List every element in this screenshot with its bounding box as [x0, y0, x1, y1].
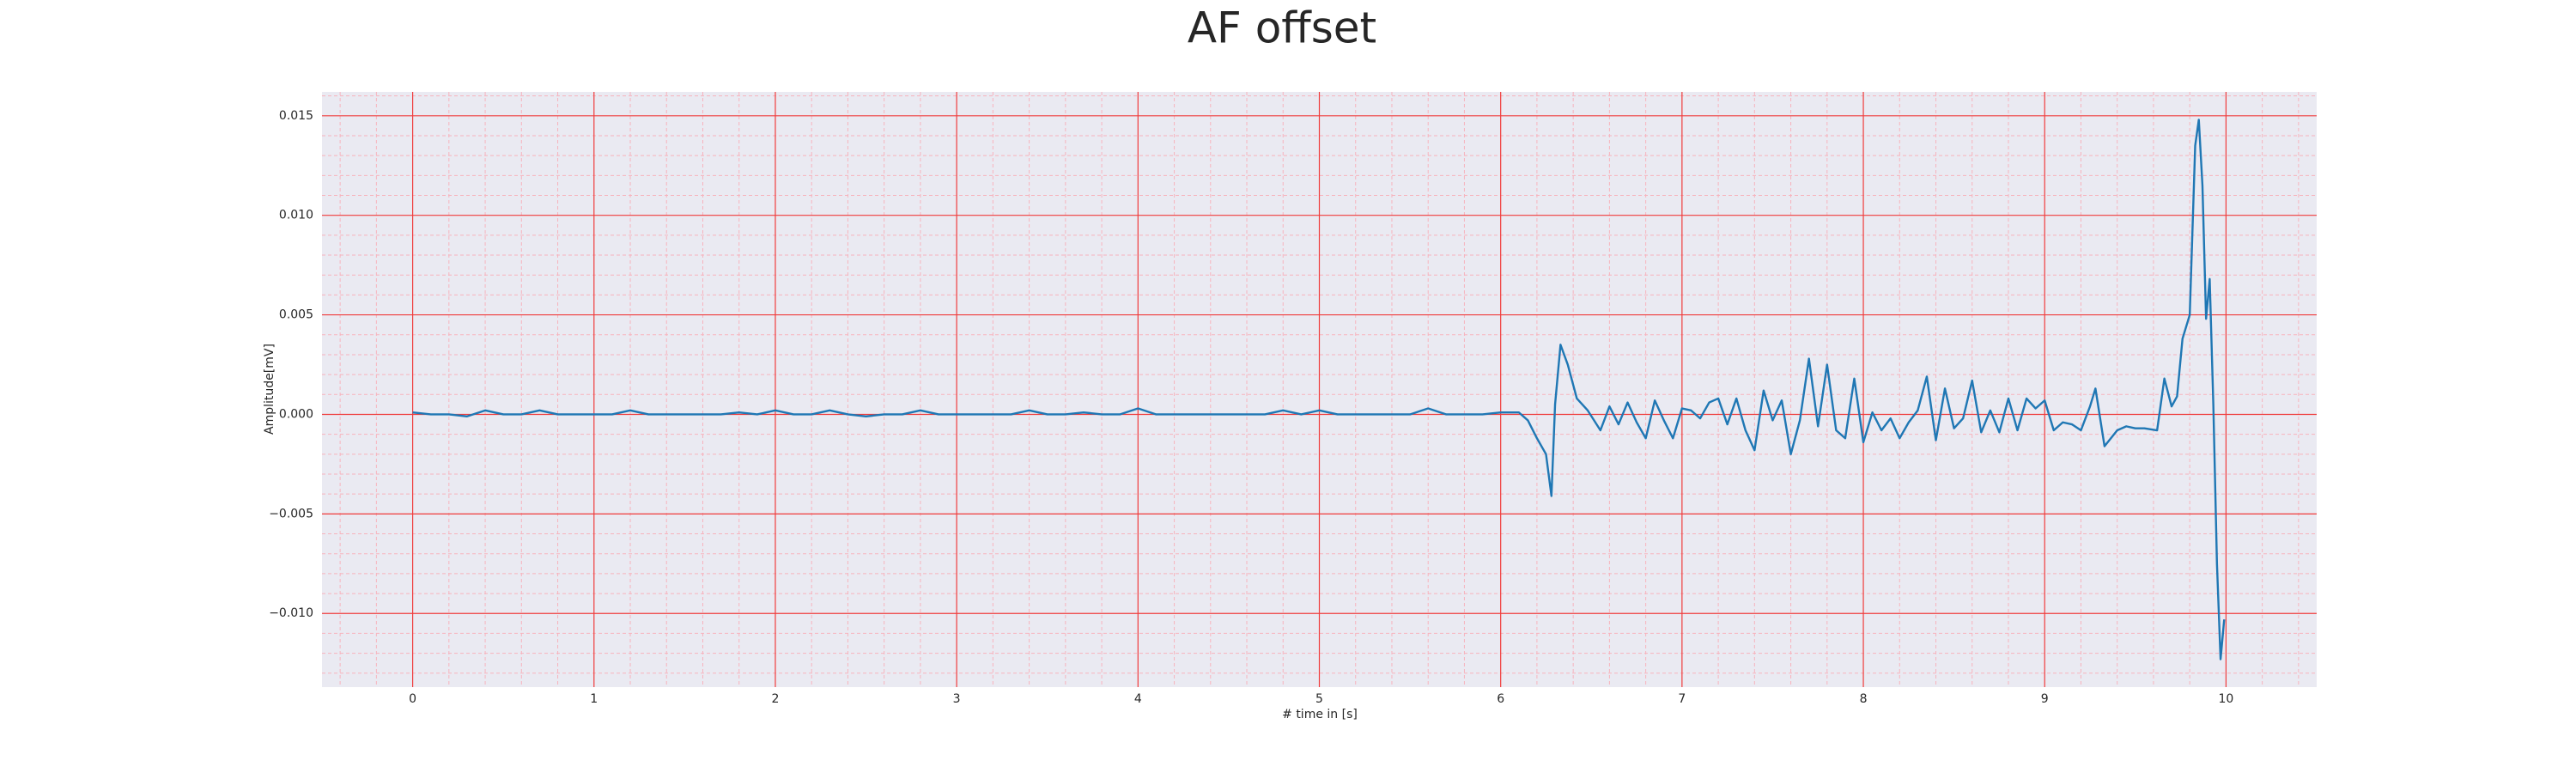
x-tick-label: 0 [409, 692, 416, 706]
y-axis-label: Amplitude[mV] [263, 344, 276, 435]
y-tick-label: −0.010 [269, 606, 313, 620]
y-tick-label: 0.005 [279, 308, 313, 322]
x-tick-label: 5 [1315, 692, 1323, 706]
x-tick-label: 3 [953, 692, 961, 706]
data-line [412, 119, 2226, 660]
x-tick-label: 9 [2041, 692, 2049, 706]
y-tick-label: 0.015 [279, 109, 313, 123]
chart-title: AF offset [1188, 3, 1376, 53]
x-tick-label: 2 [771, 692, 779, 706]
x-tick-label: 10 [2218, 692, 2233, 706]
x-tick-label: 7 [1678, 692, 1686, 706]
y-tick-label: 0.000 [279, 407, 313, 421]
x-tick-label: 1 [590, 692, 598, 706]
x-axis-label: # time in [s] [1282, 708, 1358, 721]
x-tick-label: 8 [1860, 692, 1868, 706]
y-tick-label: 0.010 [279, 209, 313, 222]
x-tick-label: 4 [1134, 692, 1142, 706]
x-tick-label: 6 [1497, 692, 1504, 706]
y-tick-label: −0.005 [269, 507, 313, 520]
